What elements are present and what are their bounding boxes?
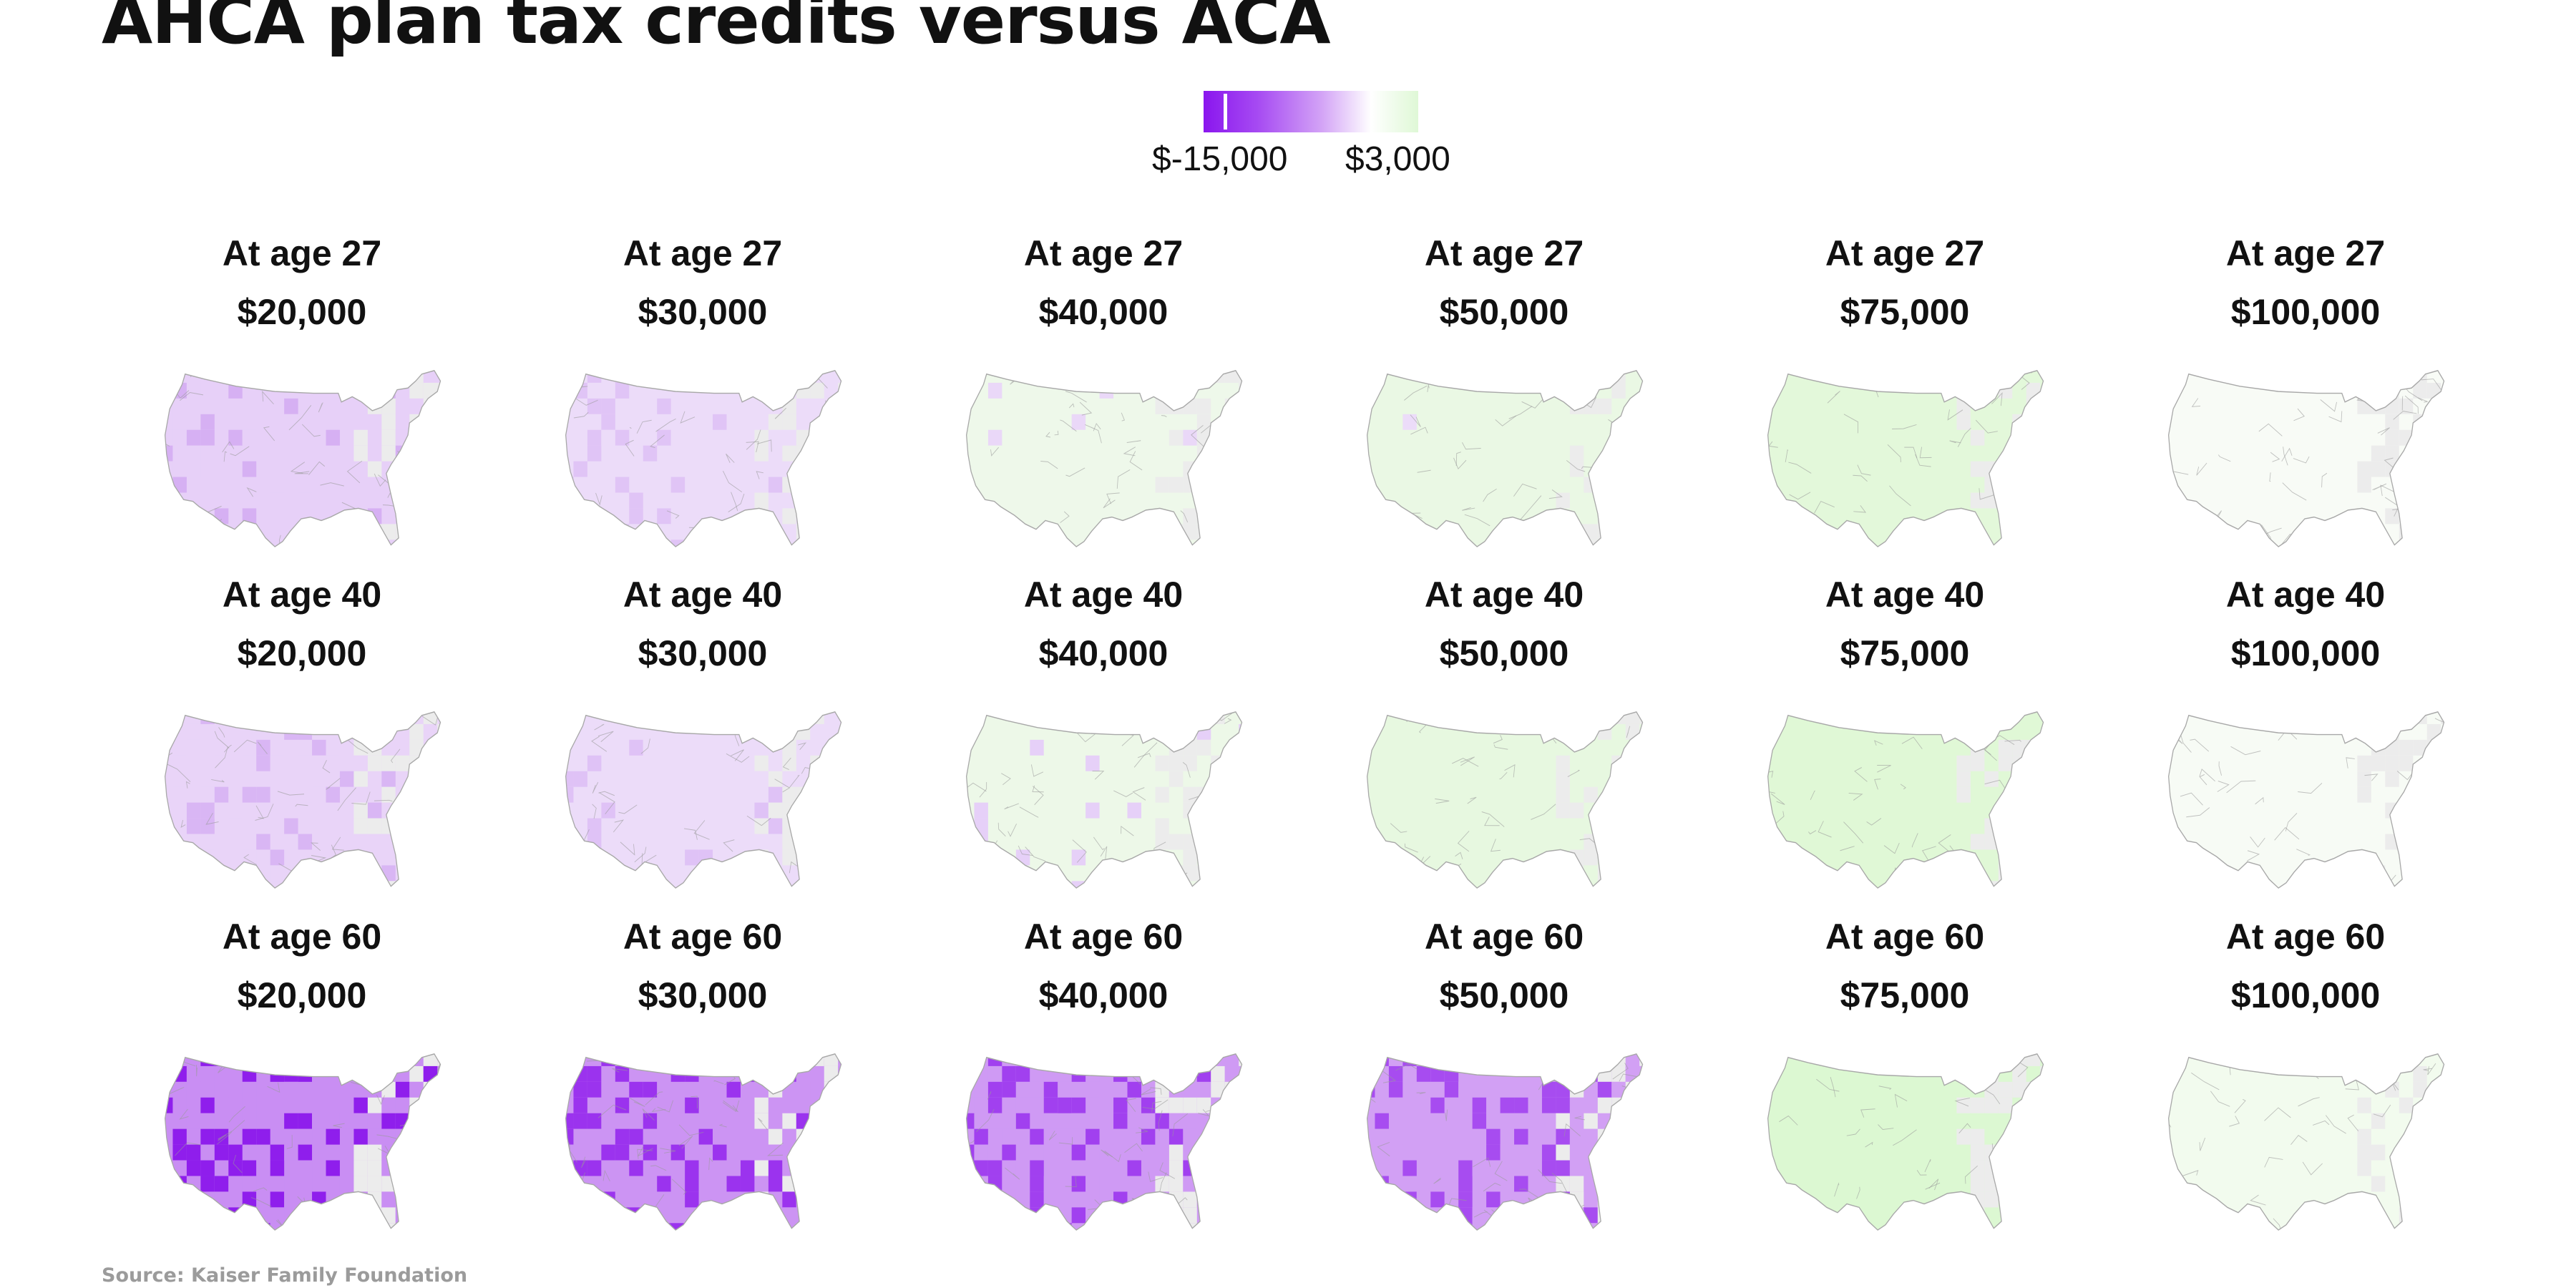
us-county-map xyxy=(2162,1050,2449,1238)
map-panel: At age 60 $100,000 xyxy=(2119,916,2492,1252)
panel-age-label: At age 60 xyxy=(116,916,488,957)
map-panel: At age 40 $100,000 xyxy=(2119,574,2492,910)
panel-income-label: $100,000 xyxy=(2119,975,2492,1016)
panel-income-label: $40,000 xyxy=(917,975,1289,1016)
us-county-map xyxy=(1361,367,1647,555)
legend-min-label: $-15,000 xyxy=(1152,140,1288,179)
us-county-map xyxy=(1762,708,2048,896)
panel-age-label: At age 27 xyxy=(917,233,1289,274)
panel-income-label: $50,000 xyxy=(1318,291,1690,333)
panel-age-label: At age 40 xyxy=(1318,574,1690,615)
map-panel: At age 27 $20,000 xyxy=(116,233,488,569)
map-panel: At age 60 $20,000 xyxy=(116,916,488,1252)
panel-age-label: At age 60 xyxy=(1719,916,2091,957)
map-panel: At age 60 $75,000 xyxy=(1719,916,2091,1252)
panel-age-label: At age 27 xyxy=(116,233,488,274)
panel-income-label: $75,000 xyxy=(1719,633,2091,674)
panel-income-label: $50,000 xyxy=(1318,975,1690,1016)
us-county-map xyxy=(960,708,1246,896)
us-county-map xyxy=(159,1050,445,1238)
us-county-map xyxy=(560,367,846,555)
map-panel: At age 27 $75,000 xyxy=(1719,233,2091,569)
panel-income-label: $40,000 xyxy=(917,633,1289,674)
panel-age-label: At age 27 xyxy=(2119,233,2492,274)
map-panel: At age 40 $20,000 xyxy=(116,574,488,910)
panel-income-label: $30,000 xyxy=(517,291,889,333)
us-county-map xyxy=(2162,708,2449,896)
legend-tick-marker xyxy=(1224,94,1227,130)
panel-income-label: $40,000 xyxy=(917,291,1289,333)
map-panel: At age 40 $75,000 xyxy=(1719,574,2091,910)
panel-income-label: $50,000 xyxy=(1318,633,1690,674)
panel-age-label: At age 60 xyxy=(2119,916,2492,957)
panel-age-label: At age 60 xyxy=(517,916,889,957)
panel-age-label: At age 40 xyxy=(917,574,1289,615)
us-county-map xyxy=(1361,708,1647,896)
panel-income-label: $20,000 xyxy=(116,633,488,674)
us-county-map xyxy=(1762,1050,2048,1238)
panel-income-label: $30,000 xyxy=(517,975,889,1016)
map-panel: At age 60 $50,000 xyxy=(1318,916,1690,1252)
color-legend: $-15,000 $3,000 xyxy=(1152,89,1467,190)
panel-age-label: At age 27 xyxy=(517,233,889,274)
map-panel: At age 27 $100,000 xyxy=(2119,233,2492,569)
panel-income-label: $30,000 xyxy=(517,633,889,674)
map-panel: At age 27 $50,000 xyxy=(1318,233,1690,569)
map-panel: At age 40 $50,000 xyxy=(1318,574,1690,910)
panel-income-label: $75,000 xyxy=(1719,291,2091,333)
map-panel: At age 27 $30,000 xyxy=(517,233,889,569)
us-county-map xyxy=(159,708,445,896)
us-county-map xyxy=(1361,1050,1647,1238)
panel-income-label: $100,000 xyxy=(2119,291,2492,333)
panel-age-label: At age 27 xyxy=(1318,233,1690,274)
panel-income-label: $100,000 xyxy=(2119,633,2492,674)
panel-age-label: At age 40 xyxy=(1719,574,2091,615)
us-county-map xyxy=(560,708,846,896)
map-panel: At age 27 $40,000 xyxy=(917,233,1289,569)
us-county-map xyxy=(960,367,1246,555)
panel-age-label: At age 60 xyxy=(917,916,1289,957)
panel-age-label: At age 60 xyxy=(1318,916,1690,957)
legend-max-label: $3,000 xyxy=(1345,140,1450,179)
panel-age-label: At age 27 xyxy=(1719,233,2091,274)
panel-age-label: At age 40 xyxy=(116,574,488,615)
us-county-map xyxy=(560,1050,846,1238)
us-county-map xyxy=(2162,367,2449,555)
panel-income-label: $75,000 xyxy=(1719,975,2091,1016)
source-note: Source: Kaiser Family Foundation xyxy=(102,1264,467,1287)
map-panel: At age 60 $40,000 xyxy=(917,916,1289,1252)
map-panel: At age 60 $30,000 xyxy=(517,916,889,1252)
panel-income-label: $20,000 xyxy=(116,291,488,333)
panel-income-label: $20,000 xyxy=(116,975,488,1016)
page-title: AHCA plan tax credits versus ACA xyxy=(102,0,1330,57)
us-county-map xyxy=(960,1050,1246,1238)
us-county-map xyxy=(1762,367,2048,555)
map-panel: At age 40 $40,000 xyxy=(917,574,1289,910)
us-county-map xyxy=(159,367,445,555)
map-panel: At age 40 $30,000 xyxy=(517,574,889,910)
panel-age-label: At age 40 xyxy=(2119,574,2492,615)
legend-gradient-bar xyxy=(1204,91,1418,132)
panel-age-label: At age 40 xyxy=(517,574,889,615)
